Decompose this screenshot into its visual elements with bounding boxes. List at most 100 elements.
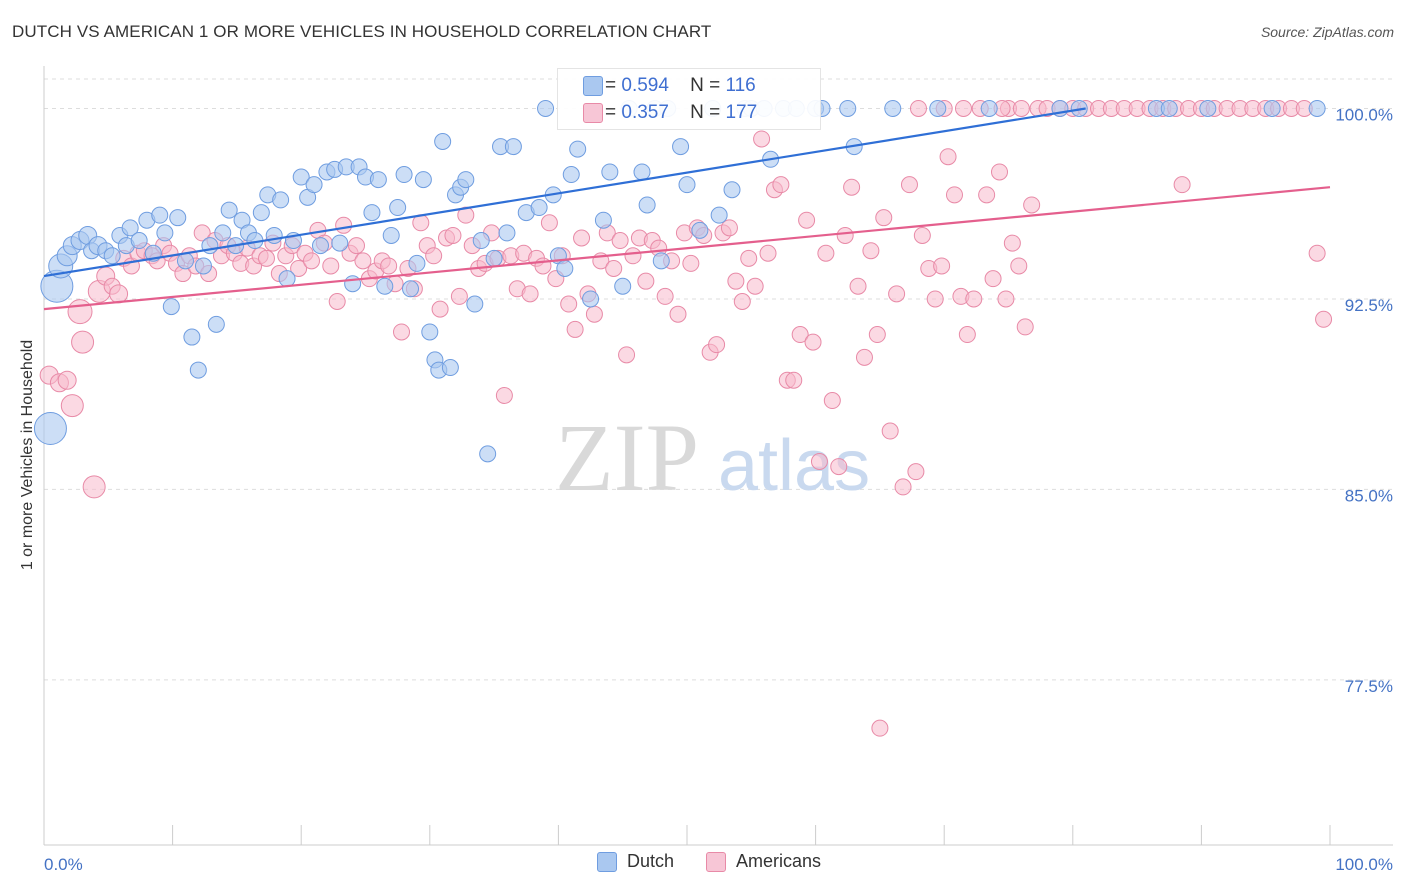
legend-row-americans: R = 0.357 N = 177 [583, 102, 757, 124]
americans-point [997, 290, 1015, 308]
americans-point [257, 249, 275, 267]
dutch-point [252, 204, 270, 222]
chart-title: DUTCH VS AMERICAN 1 OR MORE VEHICLES IN … [12, 22, 712, 41]
dutch-point [121, 219, 139, 237]
dutch-point [884, 99, 902, 117]
americans-point [347, 237, 365, 255]
americans-point [746, 277, 764, 295]
americans-point [521, 285, 539, 303]
americans-point [425, 247, 443, 265]
americans-point [431, 300, 449, 318]
americans-point [990, 163, 1008, 181]
americans-point [894, 478, 912, 496]
dutch-point [479, 445, 497, 463]
americans-point [753, 130, 771, 148]
americans-point [817, 244, 835, 262]
americans-point [1173, 176, 1191, 194]
americans-point [1308, 244, 1326, 262]
dutch-point [530, 199, 548, 217]
dutch-point [278, 270, 296, 288]
americans-point [60, 394, 84, 418]
y-tick-label: 100.0% [1335, 105, 1393, 124]
americans-point [868, 326, 886, 344]
dutch-trend-line [43, 107, 1086, 278]
dutch-point [556, 259, 574, 277]
dutch-point [504, 138, 522, 156]
y-tick-labels: 100.0% 92.5% 85.0% 77.5% [1335, 105, 1393, 695]
americans-point [888, 285, 906, 303]
americans-point [759, 244, 777, 262]
americans-point [540, 214, 558, 232]
axes [43, 66, 1393, 846]
americans-trend-line [43, 186, 1331, 311]
americans-point [871, 719, 889, 737]
americans-point [939, 148, 957, 166]
americans-point [791, 326, 809, 344]
americans-point [444, 226, 462, 244]
dutch-point [678, 176, 696, 194]
dutch-point [839, 99, 857, 117]
americans-point [566, 320, 584, 338]
watermark-atlas: atlas [718, 426, 870, 506]
americans-point [328, 292, 346, 310]
americans-point [573, 229, 591, 247]
americans-point [733, 292, 751, 310]
americans-point [823, 392, 841, 410]
source-label: Source: ZipAtlas.com [1260, 24, 1394, 40]
legend-item-dutch[interactable]: Dutch [597, 851, 674, 872]
americans-r-value: 0.357 [621, 102, 669, 123]
dutch-point [723, 181, 741, 199]
dutch-point [382, 226, 400, 244]
americans-point [843, 178, 861, 196]
americans-n-label: N = [690, 102, 721, 123]
americans-point [335, 216, 353, 234]
dutch-point [363, 204, 381, 222]
dutch-point [980, 99, 998, 117]
americans-point [495, 386, 513, 404]
dutch-point [33, 411, 67, 445]
americans-point [82, 475, 106, 499]
dutch-point [1199, 99, 1217, 117]
americans-point [978, 186, 996, 204]
americans-point [1016, 318, 1034, 336]
dutch-point [569, 140, 587, 158]
americans-point [881, 422, 899, 440]
dutch-point [194, 257, 212, 275]
americans-point [354, 252, 372, 270]
dutch-point [272, 191, 290, 209]
legend-item-americans[interactable]: Americans [706, 851, 821, 872]
dutch-point [691, 221, 709, 239]
americans-point [984, 270, 1002, 288]
x-tick-left: 0.0% [44, 855, 83, 874]
dutch-point [1160, 99, 1178, 117]
americans-point [965, 290, 983, 308]
dutch-point [214, 224, 232, 242]
americans-point [945, 186, 963, 204]
x-tick-right: 100.0% [1335, 855, 1393, 874]
dutch-point [672, 138, 690, 156]
americans-point [708, 336, 726, 354]
dutch-point [169, 209, 187, 227]
dutch-point [414, 171, 432, 189]
dutch-point [457, 171, 475, 189]
americans-point [875, 209, 893, 227]
americans-point [958, 326, 976, 344]
americans-point [193, 224, 211, 242]
americans-point [740, 249, 758, 267]
dutch-point [402, 280, 420, 298]
trend-lines [43, 107, 1331, 311]
dutch-point [582, 290, 600, 308]
dutch-point [408, 254, 426, 272]
americans-point [450, 287, 468, 305]
bottom-legend: Dutch Americans [597, 851, 853, 872]
americans-point [380, 257, 398, 275]
dutch-point [472, 232, 490, 250]
americans-point [900, 176, 918, 194]
americans-point [611, 232, 629, 250]
dutch-point [156, 224, 174, 242]
dutch-point [183, 328, 201, 346]
americans-point [855, 348, 873, 366]
dutch-swatch [583, 76, 603, 96]
americans-point [785, 371, 803, 389]
americans-point [810, 453, 828, 470]
